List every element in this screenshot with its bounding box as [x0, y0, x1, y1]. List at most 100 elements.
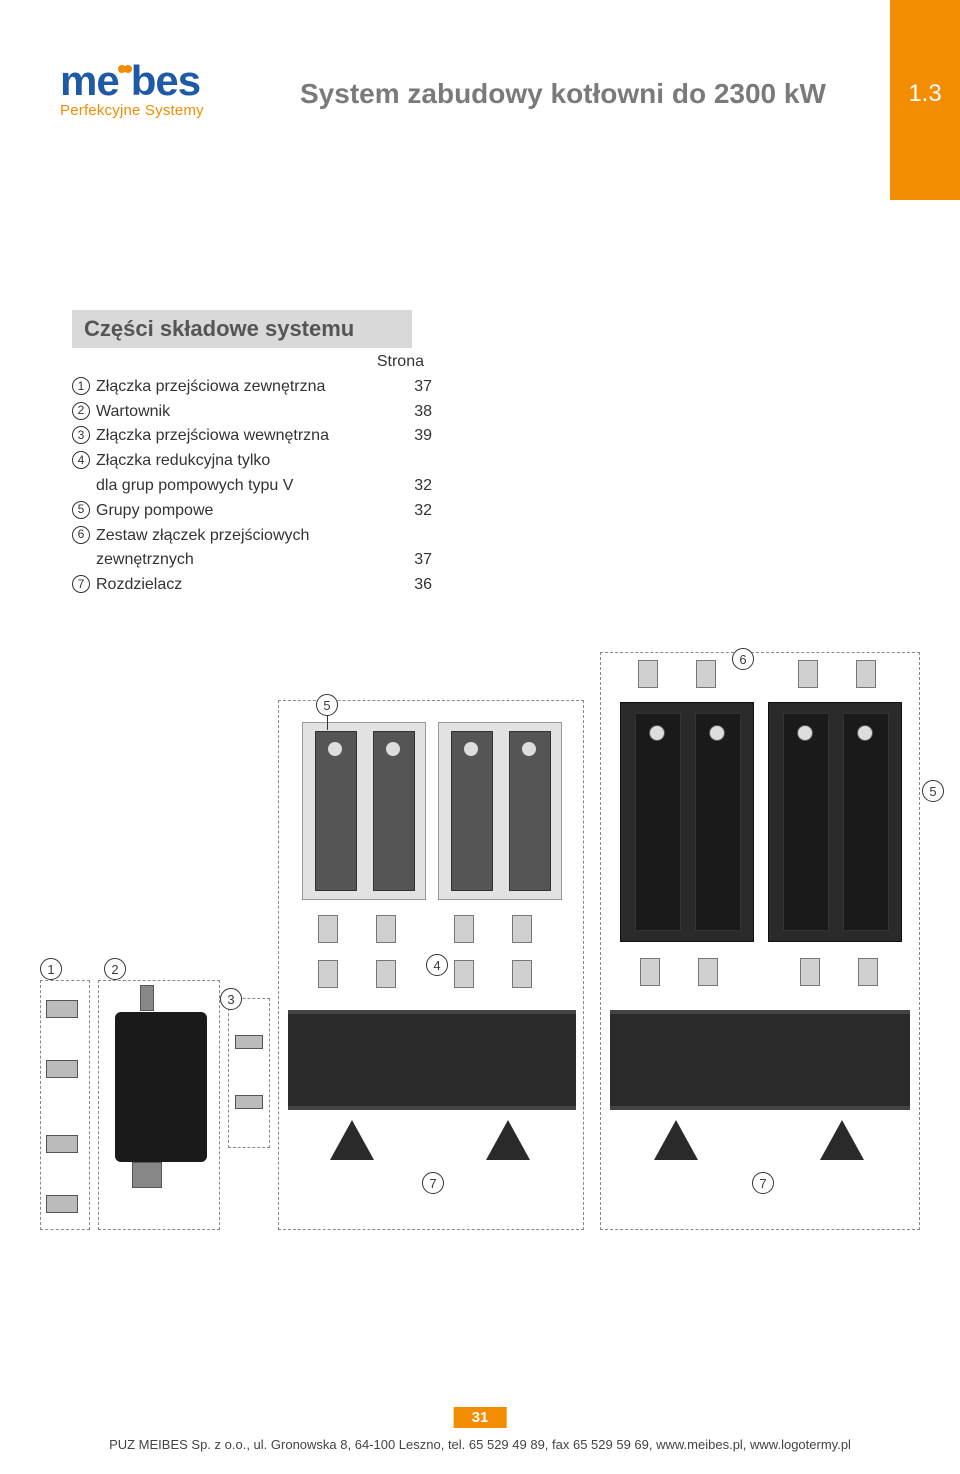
item-page: 38	[402, 400, 432, 425]
item-label: Złączka przejściowa zewnętrzna	[96, 375, 396, 400]
item-sublabel: zewnętrznych	[72, 548, 396, 573]
brand-wordmark: mebes	[60, 62, 204, 100]
manifold-icon	[288, 1010, 576, 1110]
callout-6: 6	[732, 648, 754, 670]
item-label: Złączka przejściowa wewnętrzna	[96, 424, 396, 449]
gauge-icon	[857, 725, 873, 741]
pipe-icon	[235, 1035, 263, 1049]
fitting-icon	[512, 960, 532, 988]
fitting-icon	[318, 915, 338, 943]
brand-tagline: Perfekcyjne Systemy	[60, 102, 204, 119]
pipe-icon	[46, 1135, 78, 1153]
callout-4: 4	[426, 954, 448, 976]
page-title: System zabudowy kotłowni do 2300 kW	[300, 78, 826, 110]
brand-right: bes	[131, 57, 200, 104]
fitting-icon	[638, 660, 658, 688]
pump-group-dark	[620, 702, 754, 942]
item-label: Zestaw złączek przejściowych	[96, 524, 396, 549]
column-header-page: Strona	[72, 350, 432, 375]
fitting-icon	[856, 660, 876, 688]
pipe-icon	[46, 1060, 78, 1078]
stand-icon	[330, 1120, 374, 1160]
footer-text: PUZ MEIBES Sp. z o.o., ul. Gronowska 8, …	[0, 1437, 960, 1452]
pump-riser-icon	[695, 713, 741, 931]
pump-group-dark	[768, 702, 902, 942]
section-number: 1.3	[908, 80, 941, 108]
section-heading: Części składowe systemu	[72, 310, 412, 348]
list-item: 5 Grupy pompowe 32	[72, 499, 432, 524]
item-page: 37	[402, 548, 432, 573]
item-number: 6	[72, 526, 90, 544]
stand-icon	[654, 1120, 698, 1160]
list-item: 3 Złączka przejściowa wewnętrzna 39	[72, 424, 432, 449]
item-number: 1	[72, 377, 90, 395]
gauge-icon	[385, 741, 401, 757]
gauge-icon	[463, 741, 479, 757]
system-diagram: 1 2 3	[40, 700, 940, 1240]
fitting-icon	[698, 958, 718, 986]
item-number: 4	[72, 451, 90, 469]
fitting-icon	[798, 660, 818, 688]
box-connector-3	[228, 998, 270, 1148]
item-label: Złączka redukcyjna tylko	[96, 449, 396, 474]
callout-3: 3	[220, 988, 242, 1010]
pipe-icon	[132, 1162, 162, 1188]
item-label: Wartownik	[96, 400, 396, 425]
pipe-icon	[140, 985, 154, 1011]
section-tab: 1.3	[890, 0, 960, 200]
stand-icon	[820, 1120, 864, 1160]
item-page: 32	[402, 499, 432, 524]
item-number: 5	[72, 501, 90, 519]
pump-riser-icon	[843, 713, 889, 931]
fitting-icon	[376, 915, 396, 943]
brand-left: me	[60, 57, 119, 104]
catalog-page: mebes Perfekcyjne Systemy System zabudow…	[0, 0, 960, 1474]
callout-2: 2	[104, 958, 126, 980]
parts-list: Strona 1 Złączka przejściowa zewnętrzna …	[72, 350, 432, 598]
fitting-icon	[800, 958, 820, 986]
list-item: 2 Wartownik 38	[72, 400, 432, 425]
fitting-icon	[454, 915, 474, 943]
gauge-icon	[649, 725, 665, 741]
gauge-icon	[797, 725, 813, 741]
callout-5b: 5	[922, 780, 944, 802]
callout-5a: 5	[316, 694, 338, 716]
fitting-icon	[376, 960, 396, 988]
pump-group-light	[302, 722, 426, 900]
item-number: 3	[72, 426, 90, 444]
gauge-icon	[709, 725, 725, 741]
pump-riser-icon	[635, 713, 681, 931]
fitting-icon	[318, 960, 338, 988]
page-number: 31	[454, 1407, 507, 1428]
callout-7a: 7	[422, 1172, 444, 1194]
item-label: Rozdzielacz	[96, 573, 396, 598]
item-label: Grupy pompowe	[96, 499, 396, 524]
list-item-sub: dla grup pompowych typu V 32	[72, 474, 432, 499]
hydraulic-separator-icon	[115, 1012, 207, 1162]
item-page: 32	[402, 474, 432, 499]
callout-7b: 7	[752, 1172, 774, 1194]
stand-icon	[486, 1120, 530, 1160]
pipe-icon	[46, 1195, 78, 1213]
pipe-icon	[46, 1000, 78, 1018]
list-item: 4 Złączka redukcyjna tylko	[72, 449, 432, 474]
gauge-icon	[327, 741, 343, 757]
fitting-icon	[858, 958, 878, 986]
leader-line	[327, 716, 328, 730]
fitting-icon	[640, 958, 660, 986]
pump-riser-icon	[783, 713, 829, 931]
list-item-sub: zewnętrznych 37	[72, 548, 432, 573]
item-page: 39	[402, 424, 432, 449]
item-page: 37	[402, 375, 432, 400]
gauge-icon	[521, 741, 537, 757]
callout-1: 1	[40, 958, 62, 980]
item-number: 7	[72, 575, 90, 593]
fitting-icon	[454, 960, 474, 988]
manifold-icon	[610, 1010, 910, 1110]
pump-group-light	[438, 722, 562, 900]
fitting-icon	[512, 915, 532, 943]
item-number: 2	[72, 402, 90, 420]
item-page: 36	[402, 573, 432, 598]
list-item: 6 Zestaw złączek przejściowych	[72, 524, 432, 549]
list-item: 7 Rozdzielacz 36	[72, 573, 432, 598]
